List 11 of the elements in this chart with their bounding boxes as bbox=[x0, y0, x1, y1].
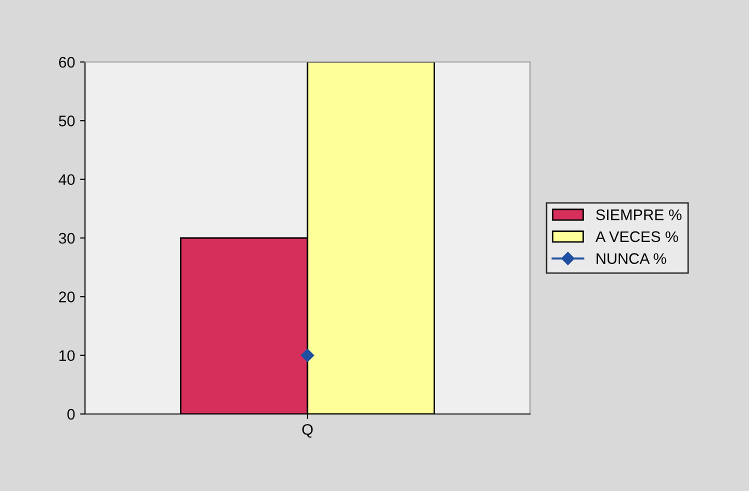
y-tick-label: 40 bbox=[58, 174, 75, 186]
y-tick-label: 0 bbox=[67, 408, 75, 420]
y-tick-label: 60 bbox=[59, 56, 75, 68]
y-tick-label: 20 bbox=[59, 292, 75, 302]
legend-label: NUNCA % bbox=[596, 253, 666, 264]
y-tick-label: 30 bbox=[58, 232, 75, 244]
x-tick-label: Q bbox=[302, 424, 313, 438]
legend-label: SIEMPRE % bbox=[596, 209, 682, 220]
y-tick-label: 10 bbox=[59, 350, 75, 362]
y-tick-label: 50 bbox=[58, 116, 75, 126]
legend-label: A VECES % bbox=[595, 231, 678, 242]
